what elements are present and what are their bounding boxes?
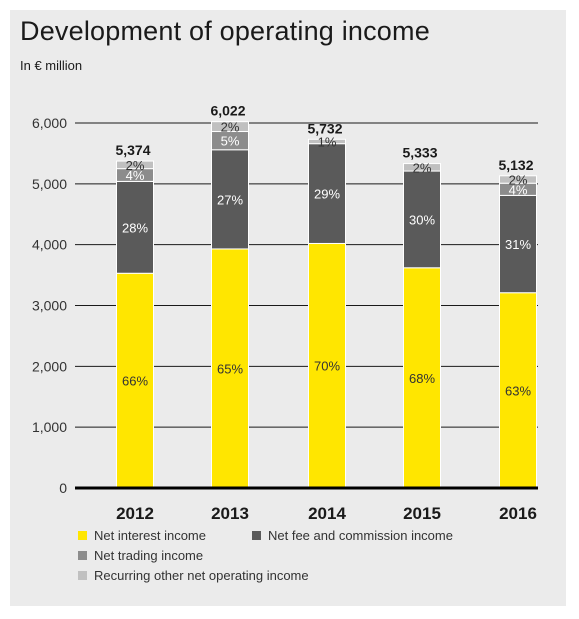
legend-swatch xyxy=(78,531,87,540)
bar-segment xyxy=(403,170,441,269)
y-tick-label: 4,000 xyxy=(32,237,67,253)
legend-item-net-trading: Net trading income xyxy=(78,548,203,563)
segment-label: 31% xyxy=(505,237,531,252)
segment-label: 2% xyxy=(221,120,240,135)
chart-title: Development of operating income xyxy=(20,16,430,46)
bar-segment xyxy=(116,160,154,170)
total-label: 5,132 xyxy=(498,157,533,173)
chart-panel xyxy=(10,10,566,606)
segment-label: 2% xyxy=(126,158,145,173)
total-label: 5,333 xyxy=(402,145,437,161)
x-tick-label: 2016 xyxy=(499,504,537,523)
legend-label: Net trading income xyxy=(94,548,204,563)
segment-label: 70% xyxy=(314,359,340,374)
chart-subtitle: In € million xyxy=(20,58,83,73)
segment-label: 5% xyxy=(221,134,240,149)
segment-label: 28% xyxy=(122,220,148,235)
bar-segment xyxy=(211,248,249,489)
segment-label: 4% xyxy=(509,182,528,197)
bar-segment xyxy=(308,138,346,145)
legend-label: Net fee and commission income xyxy=(268,528,453,543)
y-tick-label: 3,000 xyxy=(32,298,67,314)
x-tick-label: 2015 xyxy=(403,504,441,523)
legend-item-net-fee: Net fee and commission income xyxy=(252,528,453,543)
y-tick-label: 6,000 xyxy=(32,115,67,131)
total-label: 5,374 xyxy=(115,142,150,158)
segment-label: 2% xyxy=(509,173,528,188)
y-tick-label: 5,000 xyxy=(32,176,67,192)
segment-label: 30% xyxy=(409,212,435,227)
bar-segment xyxy=(499,175,537,184)
segment-label: 4% xyxy=(126,168,145,183)
legend-swatch xyxy=(78,571,87,580)
y-tick-label: 1,000 xyxy=(32,419,67,435)
segment-label: 2% xyxy=(413,160,432,175)
legend-item-other-operating: Recurring other net operating income xyxy=(78,568,309,583)
bar-segment xyxy=(211,149,249,250)
total-label: 6,022 xyxy=(210,103,245,119)
segment-label: 29% xyxy=(314,187,340,202)
legend-label: Net interest income xyxy=(94,528,206,543)
legend-swatch xyxy=(78,551,87,560)
x-tick-label: 2012 xyxy=(116,504,154,523)
segment-label: 66% xyxy=(122,374,148,389)
x-tick-label: 2014 xyxy=(308,504,346,523)
legend-label: Recurring other net operating income xyxy=(94,568,309,583)
segment-label: 63% xyxy=(505,383,531,398)
x-tick-label: 2013 xyxy=(211,504,249,523)
bar-segment xyxy=(211,121,249,133)
segment-label: 68% xyxy=(409,371,435,386)
segment-label: 1% xyxy=(318,134,337,149)
segment-label: 65% xyxy=(217,361,243,376)
total-label: 5,732 xyxy=(307,120,342,136)
bar-segment xyxy=(499,292,537,489)
y-tick-label: 2,000 xyxy=(32,358,67,374)
bar-segment xyxy=(403,163,441,172)
bar-segment xyxy=(499,194,537,294)
bar-segment xyxy=(308,143,346,244)
y-tick-label: 0 xyxy=(59,480,67,496)
legend-swatch xyxy=(252,531,261,540)
legend-item-net-interest: Net interest income xyxy=(78,528,206,543)
segment-label: 27% xyxy=(217,192,243,207)
